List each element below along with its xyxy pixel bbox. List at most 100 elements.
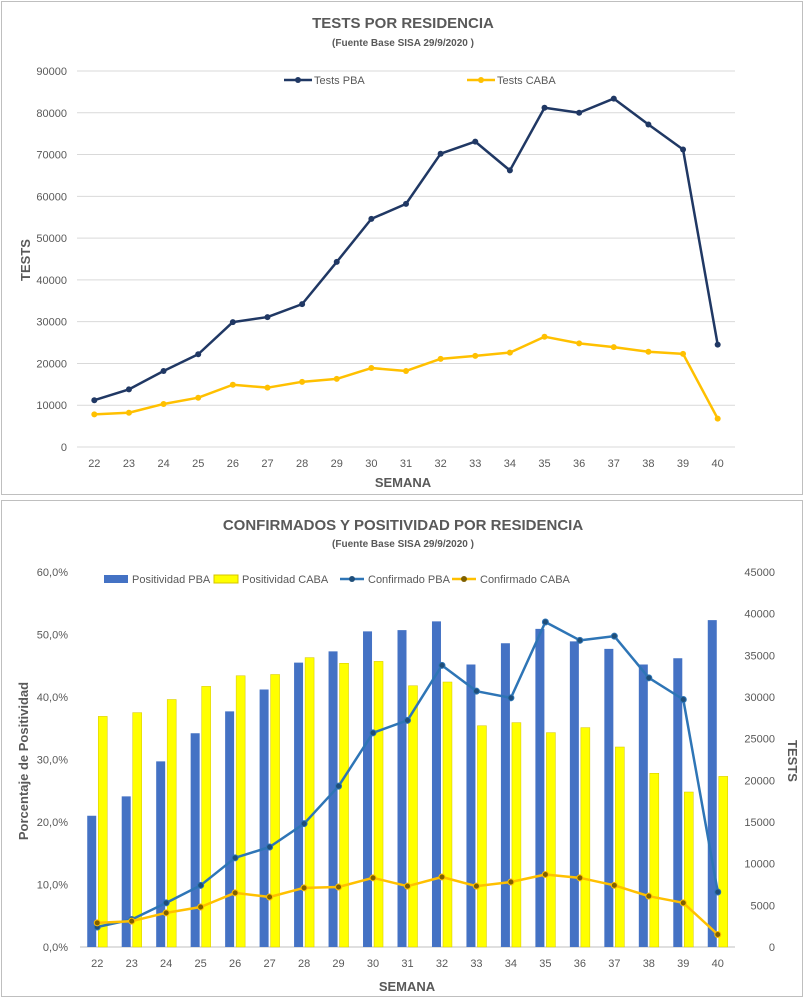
data-point (645, 674, 653, 682)
legend-marker (461, 576, 467, 582)
data-point (333, 375, 340, 382)
data-point (229, 319, 236, 326)
bar-positividad-caba (270, 674, 280, 948)
legend-swatch (213, 574, 239, 584)
bar-positividad-caba (546, 732, 556, 948)
data-point (335, 782, 343, 790)
data-point (369, 729, 377, 737)
chart-title: TESTS POR RESIDENCIA (312, 15, 494, 32)
data-point (541, 618, 549, 626)
data-point (404, 716, 411, 724)
x-tick-label: 23 (126, 958, 138, 970)
chart-subtitle: (Fuente Base SISA 29/9/2020 ) (332, 539, 474, 550)
bar-positividad-pba (466, 664, 476, 947)
data-point (610, 632, 618, 640)
data-point (438, 873, 446, 881)
data-point (128, 917, 136, 925)
y-tick-label-right: 45000 (744, 567, 775, 579)
y-tick-label-right: 0 (769, 942, 775, 954)
legend-marker (349, 576, 355, 582)
y-tick-label-left: 20,0% (37, 817, 68, 829)
data-point (541, 871, 549, 878)
x-tick-label: 39 (677, 958, 689, 970)
chart-subtitle: (Fuente Base SISA 29/9/2020 ) (332, 38, 474, 49)
x-tick-label: 38 (642, 458, 654, 470)
x-tick-label: 22 (91, 958, 103, 970)
bar-positividad-pba (431, 621, 441, 947)
data-point (714, 341, 721, 348)
data-point (472, 138, 479, 145)
data-point (576, 340, 583, 347)
bar-positividad-caba (235, 675, 246, 948)
bar-positividad-pba (156, 761, 166, 947)
x-tick-label: 35 (538, 458, 550, 470)
data-point (506, 167, 513, 174)
data-point (437, 150, 444, 157)
bar-positividad-caba (615, 746, 625, 948)
x-tick-label: 37 (608, 958, 620, 970)
data-point (91, 411, 98, 418)
y-tick-label-left: 30,0% (37, 755, 68, 767)
y-axis-label: TESTS (18, 239, 33, 281)
bar-positividad-caba (97, 716, 108, 948)
x-tick-label: 24 (157, 458, 169, 470)
bar-positividad-caba (580, 727, 591, 948)
y-tick-label: 20000 (36, 358, 67, 370)
bar-positividad-pba (225, 711, 235, 947)
x-tick-label: 27 (263, 958, 275, 970)
data-point (714, 415, 721, 422)
bar-positividad-caba (373, 661, 384, 948)
x-tick-label: 33 (470, 958, 482, 970)
data-point (645, 121, 652, 128)
x-tick-label: 29 (332, 958, 344, 970)
data-point (472, 687, 480, 695)
bar-positividad-pba (500, 643, 510, 947)
y-tick-label-right: 35000 (744, 650, 775, 662)
x-tick-label: 39 (677, 458, 689, 470)
bar-positividad-pba (707, 620, 717, 947)
data-point (679, 696, 687, 703)
y-tick-label: 90000 (36, 66, 67, 78)
data-point (576, 109, 583, 116)
y-tick-label-left: 0,0% (43, 942, 68, 954)
x-tick-label: 23 (123, 458, 135, 470)
y-axis-label-left: Porcentaje de Positividad (16, 682, 31, 840)
x-tick-label: 28 (298, 958, 310, 970)
x-tick-label: 38 (643, 958, 655, 970)
data-point (369, 874, 377, 882)
x-tick-label: 25 (192, 458, 204, 470)
bar-positividad-pba (397, 630, 407, 947)
bar-positividad-caba (718, 776, 729, 948)
bar-positividad-caba (684, 791, 694, 948)
data-point (195, 394, 202, 401)
series-line-pba (93, 97, 719, 402)
bar-positividad-caba (132, 712, 142, 948)
y-tick-label-right: 20000 (744, 775, 775, 787)
y-tick-label: 10000 (36, 400, 67, 412)
x-tick-label: 32 (436, 958, 448, 970)
data-point (125, 386, 132, 393)
bar-positividad-caba (304, 657, 315, 948)
y-tick-label-right: 10000 (744, 859, 775, 871)
bar-positividad-caba (408, 685, 418, 948)
data-point (645, 892, 653, 900)
bar-positividad-pba (604, 648, 614, 947)
data-point (679, 899, 687, 907)
data-point (368, 365, 375, 372)
data-point (229, 381, 236, 388)
bar-positividad-caba (442, 681, 453, 948)
data-point (266, 843, 274, 851)
x-tick-label: 31 (401, 958, 413, 970)
legend-label: Confirmado CABA (480, 574, 571, 586)
x-tick-label: 36 (574, 958, 586, 970)
data-point (335, 883, 343, 891)
data-point (645, 348, 652, 355)
data-point (299, 301, 306, 308)
y-tick-label: 30000 (36, 317, 67, 329)
data-point (300, 820, 308, 828)
legend-marker (478, 77, 484, 83)
x-tick-label: 24 (160, 958, 172, 970)
y-tick-label-right: 25000 (744, 734, 775, 746)
y-tick-label-right: 5000 (751, 900, 775, 912)
data-point (264, 314, 271, 321)
